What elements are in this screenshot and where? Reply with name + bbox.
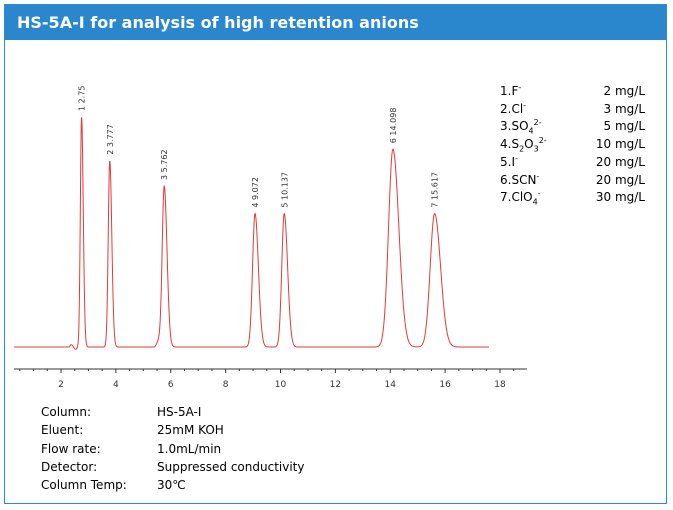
peak-label: 5 10.137: [280, 172, 289, 208]
legend-analyte: 5.I-: [500, 153, 518, 169]
peak-label: 6 14.098: [389, 108, 398, 144]
x-tick-label: 18: [494, 380, 506, 390]
peak-label: 2 3.777: [106, 124, 115, 155]
x-tick-label: 4: [113, 380, 119, 390]
condition-label: Detector:: [41, 459, 98, 474]
peak-label: 7 15.617: [431, 172, 440, 208]
peak-label: 1 2.75: [78, 86, 87, 111]
page-title: HS-5A-I for analysis of high retention a…: [5, 5, 666, 40]
condition-value: 30℃: [157, 478, 186, 493]
legend-concentration: 10 mg/L: [595, 137, 645, 152]
chromatogram-trace: [14, 117, 490, 350]
legend-analyte: 7.ClO4-: [500, 189, 541, 207]
legend-analyte: 1.F-: [500, 83, 522, 99]
condition-label: Flow rate:: [41, 441, 101, 456]
x-tick-label: 8: [223, 380, 229, 390]
legend-concentration: 3 mg/L: [603, 101, 645, 116]
condition-label: Eluent:: [41, 423, 84, 438]
legend-concentration: 20 mg/L: [595, 154, 645, 169]
legend-concentration: 30 mg/L: [595, 190, 645, 205]
legend-concentration: 5 mg/L: [603, 119, 645, 134]
x-tick-label: 14: [385, 380, 397, 390]
x-tick-label: 2: [58, 380, 64, 390]
legend-concentration: 2 mg/L: [603, 84, 645, 98]
legend-analyte: 3.SO42-: [500, 118, 542, 136]
figure-frame: HS-5A-I for analysis of high retention a…: [4, 4, 667, 504]
condition-label: Column Temp:: [41, 478, 127, 493]
condition-label: Column:: [41, 405, 91, 419]
condition-value: 1.0mL/min: [157, 441, 222, 456]
x-tick-label: 16: [439, 380, 451, 390]
legend-analyte: 2.Cl-: [500, 100, 527, 116]
condition-value: HS-5A-I: [157, 405, 202, 419]
legend-analyte: 6.SCN-: [500, 171, 540, 187]
condition-value: 25mM KOH: [157, 423, 224, 438]
x-tick-label: 12: [330, 380, 341, 390]
peak-label: 4 9.072: [251, 177, 260, 208]
legend-analyte: 4.S2O32-: [500, 136, 547, 154]
peak-label: 3 5.762: [160, 149, 169, 180]
condition-value: Suppressed conductivity: [157, 459, 305, 474]
x-tick-label: 6: [168, 380, 174, 390]
legend-concentration: 20 mg/L: [595, 172, 645, 187]
x-tick-label: 10: [275, 380, 287, 390]
